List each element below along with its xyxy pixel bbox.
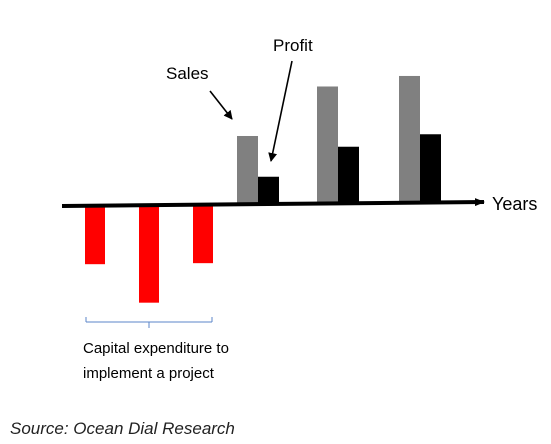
profit-bar-2 — [338, 146, 359, 204]
source-note: Source: Ocean Dial Research — [10, 419, 235, 438]
profit-callout-arrow — [268, 60, 293, 162]
capex-bar-1 — [85, 205, 105, 265]
x-axis-label: Years — [492, 194, 537, 214]
sales-bar-3 — [399, 75, 420, 203]
bars-group — [85, 75, 441, 303]
sales-callout-arrow — [209, 90, 233, 120]
capex-label-line1: Capital expenditure to — [83, 340, 229, 357]
capex-bracket — [85, 317, 213, 328]
capex-label-line2: implement a project — [83, 365, 215, 382]
sales-bar-2 — [317, 86, 338, 204]
sales-bar-1 — [237, 135, 258, 205]
capex-bar-3 — [193, 204, 213, 264]
capex-bar-2 — [139, 205, 159, 303]
x-axis — [61, 198, 485, 208]
profit-bar-1 — [258, 176, 279, 205]
profit-bar-3 — [420, 134, 441, 203]
profit-callout-label: Profit — [273, 36, 313, 55]
sales-callout-label: Sales — [166, 64, 209, 83]
